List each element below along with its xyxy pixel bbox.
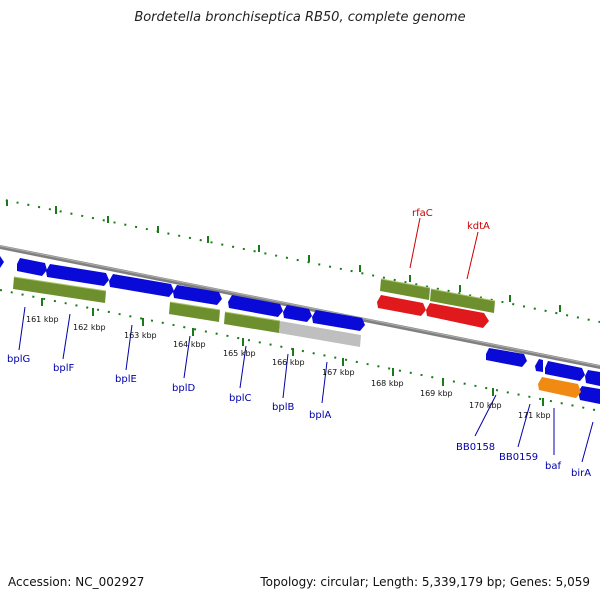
feature-label-bplG: bplG bbox=[7, 354, 30, 365]
gene-bar bbox=[430, 289, 495, 313]
cds-arrow bbox=[585, 370, 600, 386]
accession-text: Accession: NC_002927 bbox=[8, 575, 145, 589]
feature-label-BB0159: BB0159 bbox=[499, 452, 538, 463]
feature-labels: rfaC kdtA bplG bplF bplE bplD bplC bplB … bbox=[7, 208, 591, 479]
axis-tick-label: 169 kbp bbox=[420, 389, 453, 398]
feature-label-bplD: bplD bbox=[172, 383, 195, 394]
feature-label-bplE: bplE bbox=[115, 374, 137, 385]
axis-tick-label: 161 kbp bbox=[26, 315, 59, 324]
cds-arrow bbox=[578, 386, 600, 404]
cds-arrow bbox=[46, 264, 109, 286]
axis-tick-label: 171 kbp bbox=[518, 411, 551, 420]
cds-arrow bbox=[228, 295, 283, 317]
cds-arrow bbox=[535, 359, 543, 372]
misc-feature-arrow bbox=[538, 377, 581, 398]
cds-arrow bbox=[545, 361, 585, 381]
misc-feature-track bbox=[538, 377, 581, 398]
axis-tick-labels: 161 kbp 162 kbp 163 kbp 164 kbp 165 kbp … bbox=[26, 315, 551, 420]
rna-gene-arrow bbox=[377, 295, 426, 316]
axis-tick-label: 170 kbp bbox=[469, 401, 502, 410]
axis-tick-label: 162 kbp bbox=[73, 323, 106, 332]
cds-arrow bbox=[109, 274, 174, 297]
gene-bar bbox=[380, 279, 430, 300]
cds-arrow bbox=[17, 258, 47, 276]
feature-label-baf: baf bbox=[545, 461, 561, 472]
gene-bar bbox=[169, 302, 220, 322]
axis-tick-label: 164 kbp bbox=[173, 340, 206, 349]
cds-arrow bbox=[0, 256, 4, 268]
forward-cds-track bbox=[0, 256, 600, 404]
feature-label-rfaC: rfaC bbox=[412, 208, 433, 219]
cds-arrow bbox=[486, 348, 527, 367]
feature-label-BB0158: BB0158 bbox=[456, 442, 495, 453]
cds-arrow bbox=[173, 285, 222, 305]
feature-label-bplB: bplB bbox=[272, 402, 294, 413]
axis-tick-label: 168 kbp bbox=[371, 379, 404, 388]
axis-tick-label: 165 kbp bbox=[223, 349, 256, 358]
cds-arrow bbox=[312, 310, 365, 331]
genome-backbone bbox=[0, 244, 600, 370]
feature-label-bplA: bplA bbox=[309, 410, 331, 421]
upper-tick-track bbox=[0, 198, 600, 323]
feature-label-bplC: bplC bbox=[229, 393, 251, 404]
lower-tick-track bbox=[0, 289, 600, 412]
rna-gene-track bbox=[377, 295, 489, 328]
axis-tick-label: 163 kbp bbox=[124, 331, 157, 340]
feature-label-birA: birA bbox=[571, 468, 591, 479]
gene-bar bbox=[13, 277, 106, 303]
feature-label-bplF: bplF bbox=[53, 363, 74, 374]
feature-label-kdtA: kdtA bbox=[467, 221, 490, 232]
axis-tick-label: 167 kbp bbox=[322, 368, 355, 377]
genome-summary-text: Topology: circular; Length: 5,339,179 bp… bbox=[260, 575, 590, 589]
gene-bar-track bbox=[13, 276, 496, 347]
cds-arrow bbox=[283, 305, 312, 322]
axis-tick-label: 166 kbp bbox=[272, 358, 305, 367]
map-title: Bordetella bronchiseptica RB50, complete… bbox=[134, 10, 466, 25]
gene-bar bbox=[224, 312, 280, 333]
rna-gene-arrow bbox=[426, 303, 489, 328]
pseudo-gene-bar bbox=[279, 321, 361, 347]
label-leaders bbox=[18, 217, 594, 463]
